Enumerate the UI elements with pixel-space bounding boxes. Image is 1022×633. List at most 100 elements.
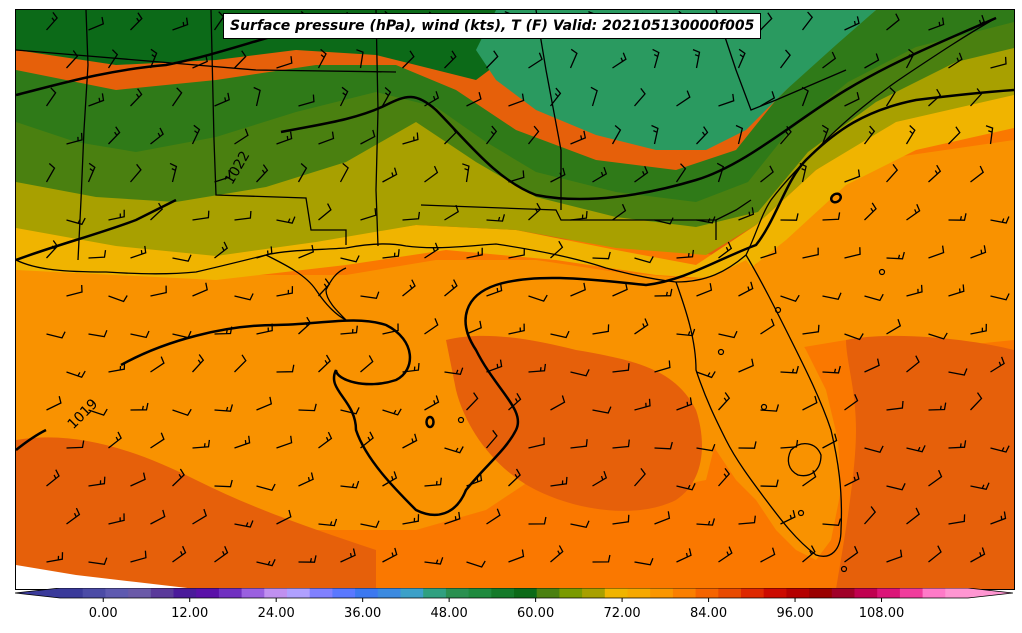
wind-barb [970,392,983,411]
wind-barb [802,395,818,411]
colorbar-segment [264,588,288,598]
wind-barb [928,164,942,183]
wind-barb [718,546,733,563]
gulf-coastline [16,243,747,283]
wind-barb [444,446,464,454]
wind-barb [424,242,439,259]
colorbar-segment [218,588,243,598]
colorbar-segment [899,588,924,598]
wind-barb [462,163,470,183]
wind-barb [402,279,416,297]
wind-barb [66,370,86,378]
wind-barb [612,363,630,373]
colorbar-segment [922,588,946,598]
wind-barb [88,93,105,107]
wind-barb [676,397,693,411]
wind-barb [444,126,457,145]
wind-barb [402,514,420,525]
wind-barb [66,217,86,226]
wind-barb [612,514,630,525]
isobar-tiny-3 [774,306,782,314]
wind-barb [822,51,837,69]
wind-barb [234,128,249,145]
isobar-tiny-6 [797,509,805,517]
wind-barb [735,124,744,145]
wind-barb [46,331,66,339]
wind-barb [654,217,674,225]
wind-barb [821,124,829,145]
colorbar-segment [309,588,333,598]
wind-barb [214,546,229,563]
wind-barb [760,12,773,31]
colorbar-segment [650,588,674,598]
wind-barb [192,508,207,525]
isobar-1022-west [16,28,297,97]
colorbar-segment [105,588,129,598]
wind-barb [298,555,317,563]
wind-barb [276,364,295,373]
wind-barb [738,515,756,525]
wind-barb [130,550,147,563]
wind-barb [549,87,562,107]
colorbar-tick-label: 72.00 [603,606,641,621]
temp-band-hot-gulf [446,335,702,511]
wind-barb [298,244,315,259]
wind-barb [550,240,564,259]
wind-barb [863,125,876,145]
wind-barb [970,482,990,490]
wind-barb [66,440,85,449]
wind-barb [844,247,861,259]
state-border-3 [210,10,347,245]
wind-barb [486,283,503,297]
wind-barb [970,323,987,335]
wind-barb [318,131,335,145]
temp-band-green-mid [16,10,1014,202]
state-border-7 [715,10,847,111]
wind-barb [234,210,252,221]
wind-barb [360,355,374,373]
wind-barb [317,48,327,69]
wind-barb [214,92,230,107]
wind-barb [298,472,314,487]
wind-barb [886,251,905,260]
wind-barb [444,367,464,376]
wind-barb [696,371,716,379]
wind-barb [990,356,1005,373]
wind-barb [634,558,654,566]
wind-barb [844,16,860,31]
wind-barb [570,282,586,297]
wind-barb [486,359,503,373]
colorbar-segment [741,588,765,598]
wind-barb [990,56,1007,69]
colorbar-tick-label: 60.00 [517,606,555,621]
wind-barb [486,429,498,449]
wind-barb [844,169,861,183]
wind-barb [592,470,608,487]
wind-barb [948,213,967,221]
wind-barb [928,402,947,411]
colorbar-segment [672,588,697,598]
wind-barb [297,163,308,183]
wind-barb [590,86,598,107]
wind-barb [612,203,627,221]
wind-barb [634,166,649,183]
wind-barb [676,548,692,563]
wind-barb [45,163,56,183]
wind-barb [654,441,673,450]
wind-barb [592,554,611,563]
wind-barb [88,476,106,487]
colorbar-outline [15,588,1013,599]
wind-barb [844,333,864,341]
wind-barb [550,167,566,183]
wind-barb [130,472,146,487]
wind-barb [424,165,439,183]
wind-barb [276,56,293,69]
wind-barb [172,545,187,563]
wind-barb [130,330,150,339]
wind-barb [382,323,399,335]
weather-map: 1022 1019 [15,9,1015,590]
wind-barbs [45,10,1010,568]
temperature-colorbar [15,588,1013,602]
colorbar-segment [763,588,787,598]
wind-barb [508,323,525,335]
